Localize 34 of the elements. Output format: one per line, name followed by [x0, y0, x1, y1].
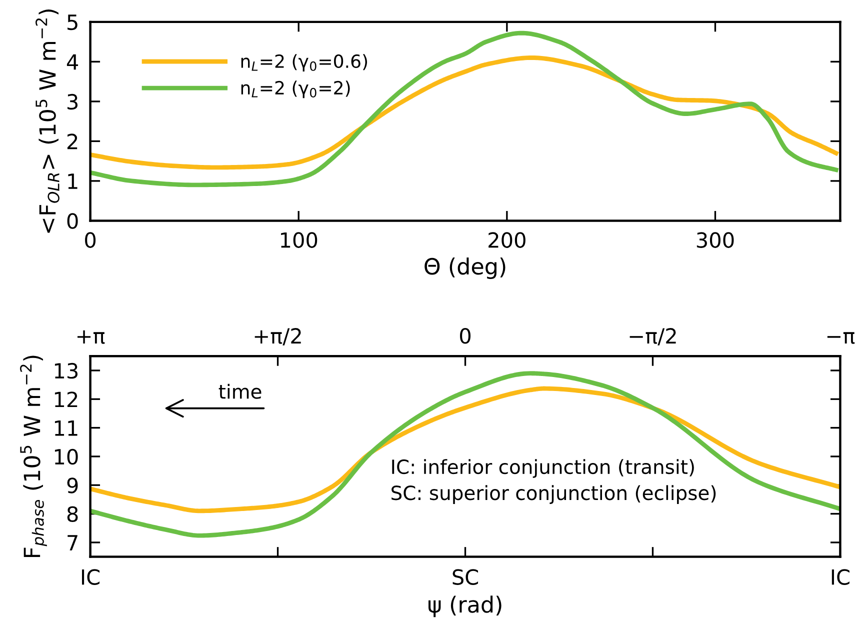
y-axis-title: <F$_{OLR}$> (10$^{5}$ W m$^{−2}$)	[36, 10, 60, 233]
text: IC	[82, 569, 100, 585]
x-axis-title: ψ (rad)	[428, 596, 502, 618]
y-tick-label: 11	[54, 420, 78, 436]
annotation: SC: superior conjunction (eclipse)	[392, 485, 716, 504]
x-tick-label: 100	[281, 232, 318, 248]
y-axis-title: F$_{phase}$ (10$^{5}$ W m$^{−2}$)	[20, 356, 47, 558]
text: IC	[832, 569, 850, 585]
x-tick-label: 0	[85, 232, 96, 248]
legend-label: n$_{L}$=2 (γ$_{0}$=0.6)	[241, 54, 368, 72]
x-tick-label: 300	[696, 232, 734, 248]
x-tick-label: −π	[827, 332, 855, 344]
text: SC	[452, 569, 478, 585]
y-tick-label: 1	[68, 174, 78, 189]
annotation: IC: inferior conjunction (transit)	[392, 459, 694, 478]
x-tick-label: 200	[488, 232, 526, 248]
x-axis-title: Θ (deg)	[424, 258, 506, 280]
y-tick-label: 5	[68, 14, 78, 30]
y-tick-label: 3	[68, 94, 78, 110]
x-tick-label: −π/2	[630, 328, 676, 346]
annotation: time	[218, 384, 262, 399]
y-tick-label: 9	[67, 478, 78, 494]
y-tick-label: 8	[67, 506, 78, 522]
y-tick-label: 4	[66, 54, 78, 70]
y-tick-label: 0	[67, 213, 78, 229]
x-tick-label: 0	[460, 328, 471, 344]
x-tick-label: +π	[78, 330, 105, 344]
x-tick-label: +π/2	[254, 328, 301, 346]
legend-label: n$_{L}$=2 (γ$_{0}$=2)	[241, 80, 350, 98]
y-tick-label: 10	[54, 448, 78, 465]
y-tick-label: 13	[54, 362, 78, 379]
y-tick-label: 7	[68, 535, 78, 550]
y-tick-label: 12	[54, 392, 78, 408]
y-tick-label: 2	[67, 134, 78, 150]
